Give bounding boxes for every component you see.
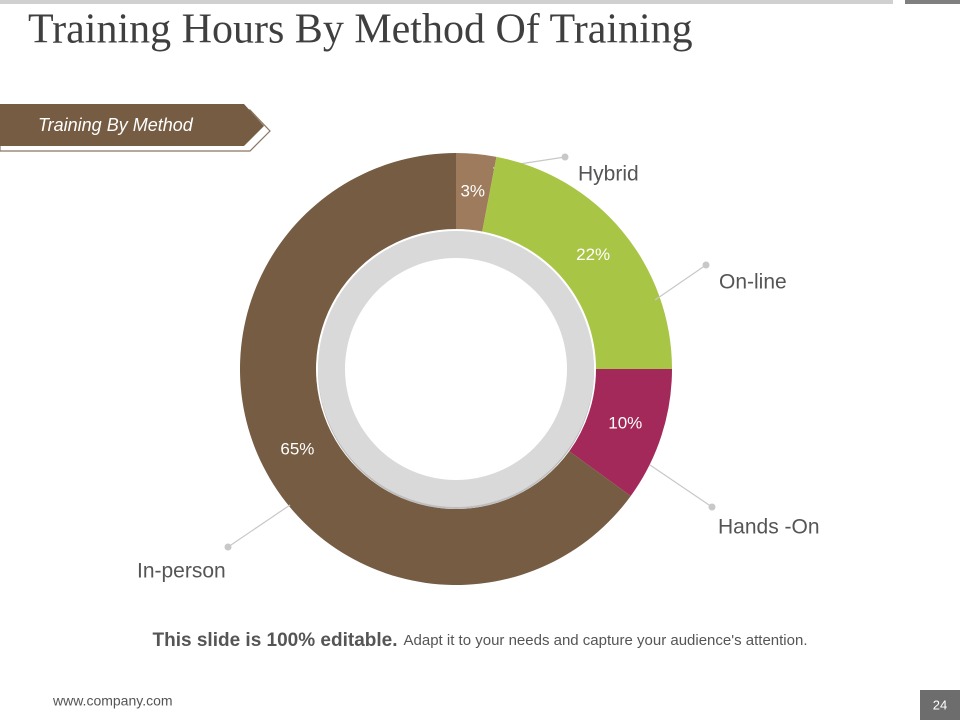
callout-line — [649, 464, 713, 508]
category-label: Hands -On — [718, 516, 820, 539]
donut-slice — [482, 156, 672, 369]
top-bar — [0, 0, 893, 4]
category-label: In-person — [137, 560, 226, 583]
value-label: 3% — [460, 181, 485, 200]
page-number: 24 — [933, 697, 947, 712]
top-bar-accent — [905, 0, 960, 4]
callout-dot — [561, 153, 569, 161]
slide-title: Training Hours By Method Of Training — [28, 7, 693, 53]
callout-line — [654, 264, 707, 301]
donut-slice — [456, 153, 497, 232]
page-number-box — [920, 690, 960, 720]
website: www.company.com — [52, 693, 173, 709]
value-label: 10% — [608, 413, 642, 432]
category-label: Hybrid — [578, 163, 639, 186]
category-label: On-line — [719, 271, 787, 294]
donut-chart: 3% Hybrid 22% On-line 10% Hands -On 65% In-pers… — [137, 152, 820, 586]
donut-slice — [569, 369, 672, 496]
tag-shape — [0, 104, 264, 146]
value-label: 22% — [576, 245, 610, 264]
footer-note-bold: This slide is 100% editable. — [153, 630, 398, 651]
callout-line — [227, 504, 291, 548]
footer-note: This slide is 100% editable. Adapt it to … — [153, 630, 808, 651]
callout-dot — [708, 503, 716, 511]
tag-text: Training By Method — [38, 115, 194, 135]
inner-hole — [345, 258, 567, 480]
callout-dot — [702, 261, 710, 269]
footer-note-text: Adapt it to your needs and capture your … — [404, 632, 808, 649]
callout-dot — [224, 543, 232, 551]
value-label: 65% — [280, 439, 314, 458]
donut-slice — [239, 152, 631, 586]
